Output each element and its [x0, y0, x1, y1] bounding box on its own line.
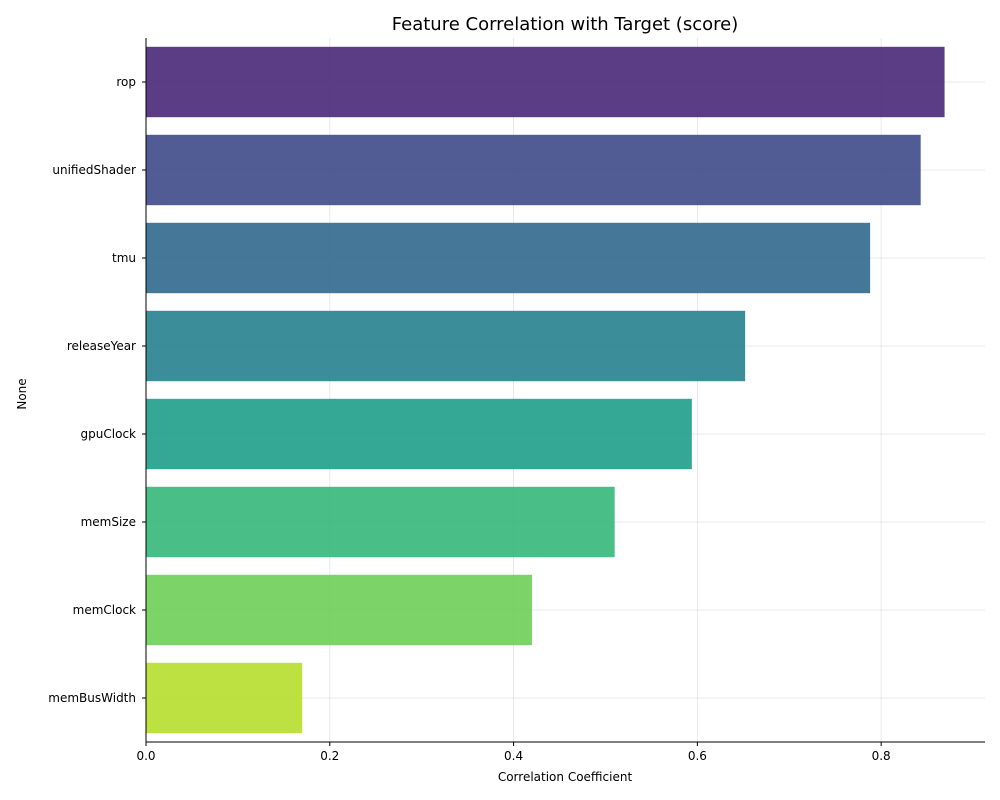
- bar-memSize: [146, 486, 615, 558]
- bars: [146, 46, 945, 734]
- x-tick-label: 0.4: [504, 749, 523, 763]
- bar-gpuClock: [146, 398, 692, 470]
- axes: [145, 38, 985, 743]
- ticks: 0.0 0.2 0.4 0.6 0.8 rop unifiedShader tmu releas…: [48, 75, 890, 763]
- y-tick-label: memBusWidth: [48, 691, 136, 705]
- y-tick-label: unifiedShader: [52, 163, 136, 177]
- bar-releaseYear: [146, 310, 746, 382]
- y-tick-label: releaseYear: [67, 339, 136, 353]
- x-axis-label: Correlation Coefficient: [498, 770, 633, 784]
- chart-title: Feature Correlation with Target (score): [392, 14, 738, 35]
- x-tick-label: 0.2: [320, 749, 339, 763]
- bar-unifiedShader: [146, 134, 921, 206]
- x-tick-label: 0.0: [136, 749, 155, 763]
- x-tick-label: 0.8: [872, 749, 891, 763]
- bar-rop: [146, 46, 945, 118]
- y-tick-label: memSize: [81, 515, 136, 529]
- y-axis-label: None: [15, 378, 29, 409]
- x-tick-label: 0.6: [688, 749, 707, 763]
- bar-memBusWidth: [146, 662, 303, 734]
- bar-memClock: [146, 574, 532, 646]
- y-tick-label: tmu: [112, 251, 136, 265]
- bar-tmu: [146, 222, 871, 294]
- y-tick-label: memClock: [73, 603, 136, 617]
- y-tick-label: rop: [116, 75, 136, 89]
- y-tick-label: gpuClock: [81, 427, 136, 441]
